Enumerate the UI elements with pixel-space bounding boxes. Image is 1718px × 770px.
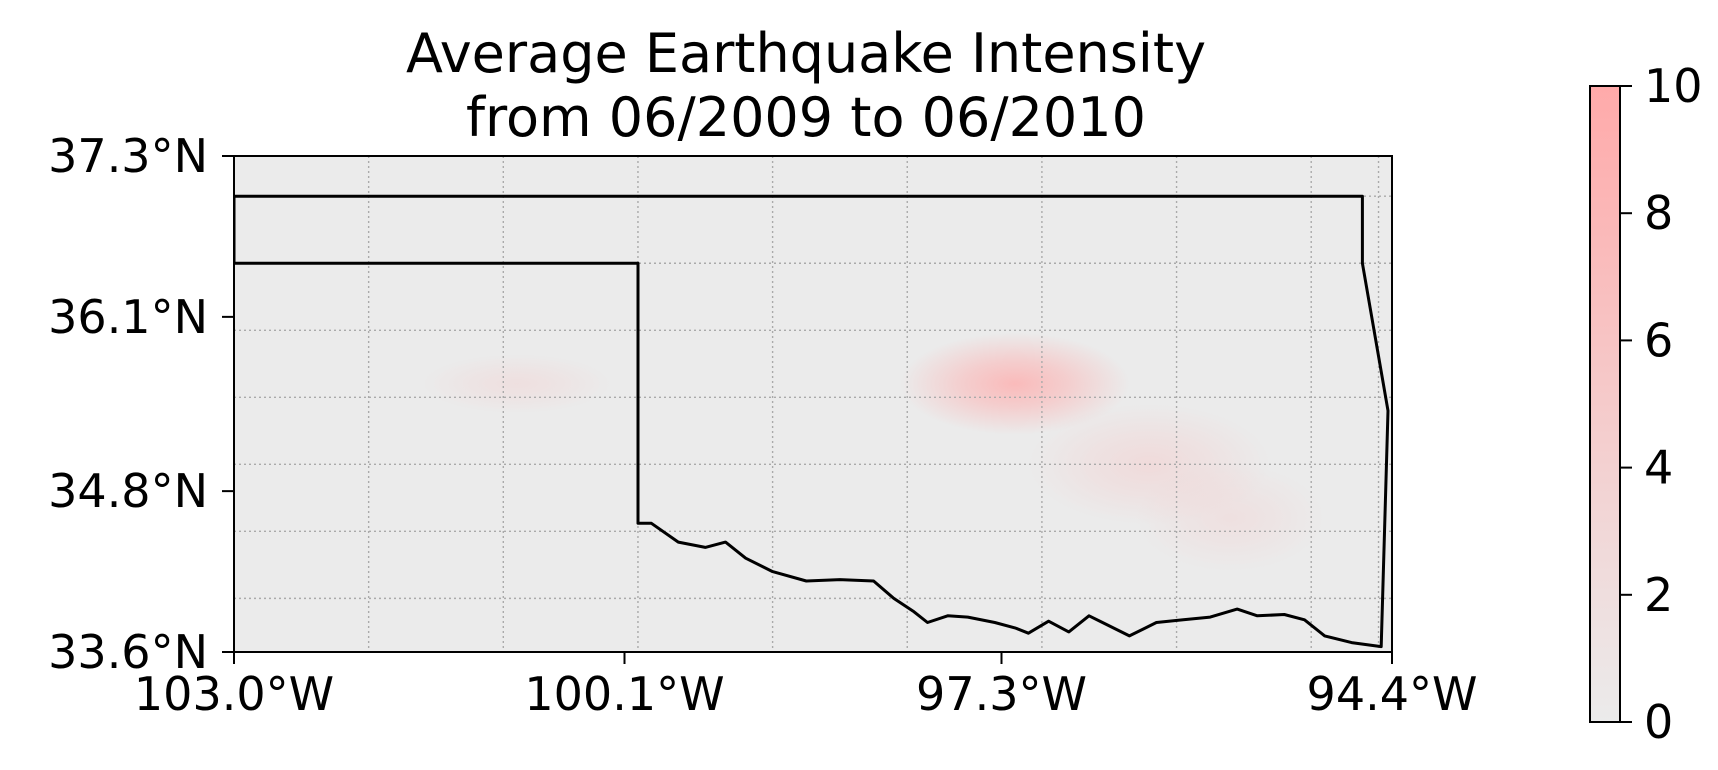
y-tick-label: 37.3°N (48, 129, 208, 183)
y-axis: 37.3°N 36.1°N 34.8°N 33.6°N (48, 129, 234, 679)
colorbar-gradient (1589, 85, 1621, 723)
title-line-2: from 06/2009 to 06/2010 (465, 86, 1147, 149)
y-tick-label: 36.1°N (48, 290, 208, 344)
map-frame (233, 155, 1393, 653)
heat-hotspot (900, 332, 1130, 435)
x-tick-label: 97.3°W (916, 667, 1087, 721)
heat-layer (422, 332, 1325, 572)
colorbar-ticks: 0 2 4 6 8 10 (1620, 59, 1703, 749)
colorbar-tick-label: 10 (1644, 59, 1703, 113)
y-tick-label: 33.6°N (48, 625, 208, 679)
map-background (234, 156, 1392, 652)
heat-hotspot (422, 354, 612, 414)
x-tick-label: 94.4°W (1307, 667, 1478, 721)
colorbar-tick-label: 6 (1644, 313, 1673, 367)
colorbar-tick-label: 2 (1644, 568, 1673, 622)
heat-hotspot (1136, 464, 1325, 572)
colorbar-tick-label: 0 (1644, 695, 1673, 749)
colorbar-tick-label: 8 (1644, 186, 1673, 240)
colorbar-tick-label: 4 (1644, 441, 1673, 495)
x-tick-label: 103.0°W (134, 667, 334, 721)
colorbar: 0 2 4 6 8 10 (1589, 59, 1703, 749)
state-boundary (234, 194, 1390, 649)
x-tick-label: 100.1°W (524, 667, 724, 721)
map-title: Average Earthquake Intensity from 06/200… (234, 22, 1378, 150)
x-axis: 103.0°W 100.1°W 97.3°W 94.4°W (134, 652, 1478, 721)
y-tick-label: 34.8°N (48, 464, 208, 518)
map-plot-area (233, 155, 1393, 653)
title-line-1: Average Earthquake Intensity (405, 22, 1207, 85)
